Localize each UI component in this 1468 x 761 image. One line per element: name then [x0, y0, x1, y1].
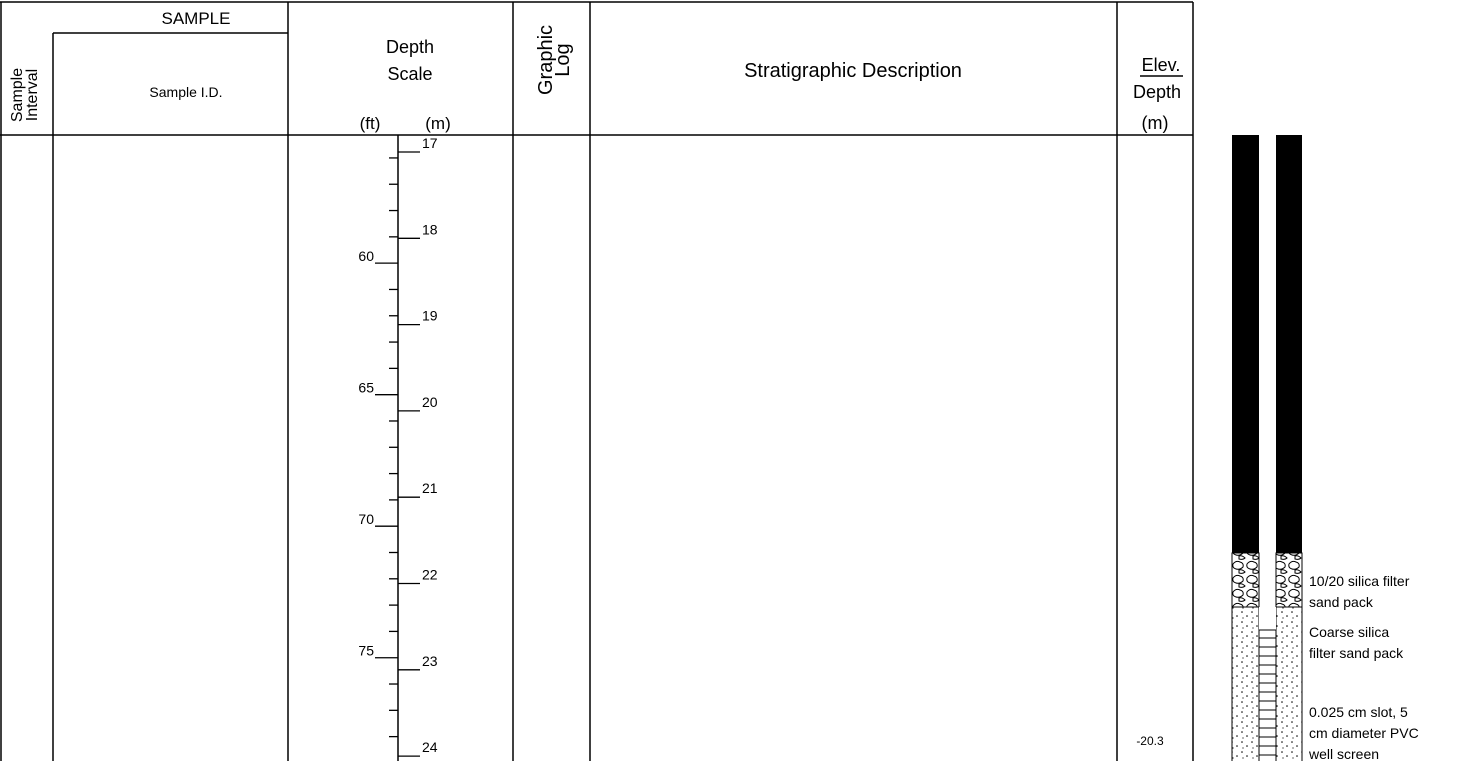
header-units-m: (m): [425, 114, 450, 133]
page: SAMPLE Sample Interval Sample I.D. Depth…: [0, 0, 1468, 761]
m-tick-label: 21: [422, 480, 438, 496]
elevation-value: -20.3: [1136, 734, 1164, 748]
header-elev: Elev.: [1142, 55, 1181, 75]
m-tick-label: 18: [422, 221, 438, 237]
m-tick-label: 19: [422, 308, 438, 324]
ft-tick-label: 75: [358, 643, 374, 659]
header-depth-scale: Depth: [386, 37, 434, 57]
m-tick-label: 20: [422, 394, 438, 410]
well-label: filter sand pack: [1309, 645, 1404, 661]
header-units-ft: (ft): [360, 114, 381, 133]
well-label: Coarse silica: [1309, 624, 1389, 640]
header-sample: SAMPLE: [162, 9, 231, 28]
m-tick-label: 22: [422, 567, 438, 583]
ft-tick-label: 60: [358, 248, 374, 264]
grid-lines: [0, 2, 1193, 761]
m-tick-label: 17: [422, 135, 438, 151]
m-tick-label: 24: [422, 739, 438, 755]
m-tick-label: 23: [422, 653, 438, 669]
well-label: well screen: [1308, 746, 1379, 761]
well-label: 10/20 silica filter: [1309, 573, 1410, 589]
header-graphic-log: Log: [552, 43, 574, 76]
header-description: Stratigraphic Description: [744, 60, 962, 82]
well-label: sand pack: [1309, 594, 1374, 610]
header-sample-id: Sample I.D.: [149, 84, 222, 100]
header-sample-interval: Interval: [24, 69, 41, 121]
header-depth-unit: (m): [1142, 113, 1169, 133]
ft-tick-label: 65: [358, 380, 374, 396]
well-label: cm diameter PVC: [1309, 725, 1419, 741]
well-label: 0.025 cm slot, 5: [1309, 704, 1408, 720]
header-depth: Depth: [1133, 82, 1181, 102]
ft-tick-label: 70: [358, 511, 374, 527]
header-depth-scale: Scale: [387, 64, 432, 84]
borehole-log: SAMPLE Sample Interval Sample I.D. Depth…: [0, 0, 1468, 761]
well-diagram: [1232, 135, 1302, 761]
